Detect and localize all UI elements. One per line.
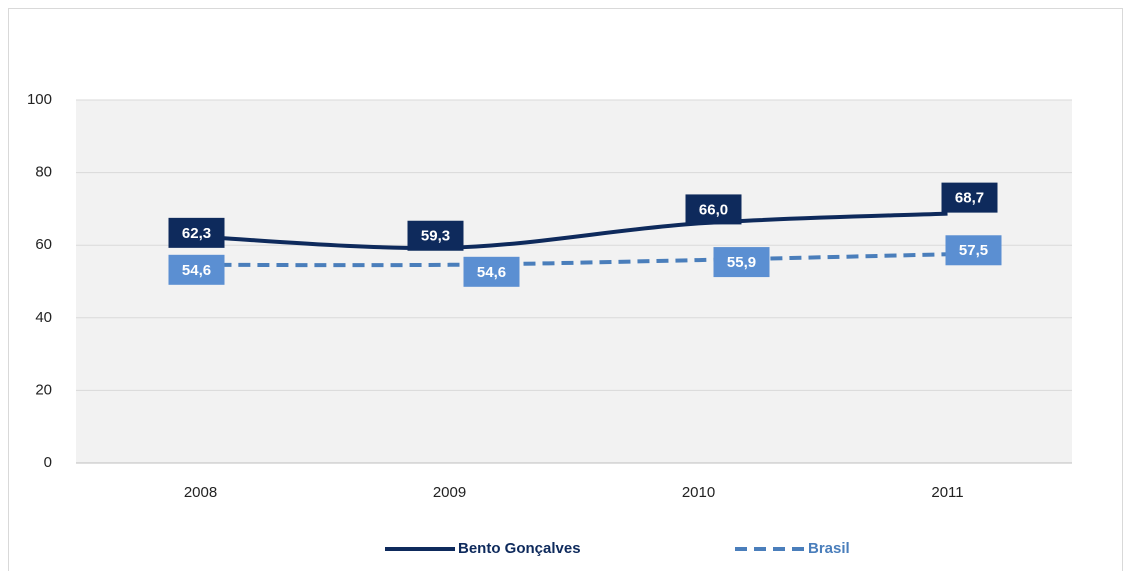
x-tick-label: 2011 <box>931 484 963 501</box>
data-label: 57,5 <box>959 242 988 259</box>
y-tick-label: 80 <box>35 164 52 181</box>
data-label: 55,9 <box>727 254 756 271</box>
series-line <box>200 211 948 251</box>
y-tick-label: 0 <box>44 454 52 471</box>
y-tick-label: 40 <box>35 309 52 326</box>
x-tick-label: 2010 <box>682 484 715 501</box>
data-label-box <box>168 254 225 285</box>
data-label: 62,3 <box>182 225 211 242</box>
x-tick-label: 2008 <box>184 484 217 501</box>
legend-label: Brasil <box>808 540 850 557</box>
data-label-box <box>941 182 998 213</box>
data-label: 68,7 <box>955 190 984 207</box>
data-label-box <box>463 256 520 287</box>
data-label: 59,3 <box>421 228 450 245</box>
y-tick-label: 100 <box>27 91 52 108</box>
y-tick-label: 20 <box>35 381 52 398</box>
data-label: 66,0 <box>699 201 728 218</box>
series-line <box>200 252 948 268</box>
plot-area <box>76 100 1072 463</box>
data-label-box <box>713 247 770 278</box>
x-tick-label: 2009 <box>433 484 466 501</box>
data-label: 54,6 <box>477 264 506 281</box>
data-label-box <box>685 194 742 225</box>
data-label: 54,6 <box>182 262 211 279</box>
data-label-box <box>407 220 464 251</box>
y-tick-label: 60 <box>35 236 52 253</box>
data-label-box <box>168 217 225 248</box>
data-label-box <box>945 235 1002 266</box>
legend-label: Bento Gonçalves <box>458 540 581 557</box>
